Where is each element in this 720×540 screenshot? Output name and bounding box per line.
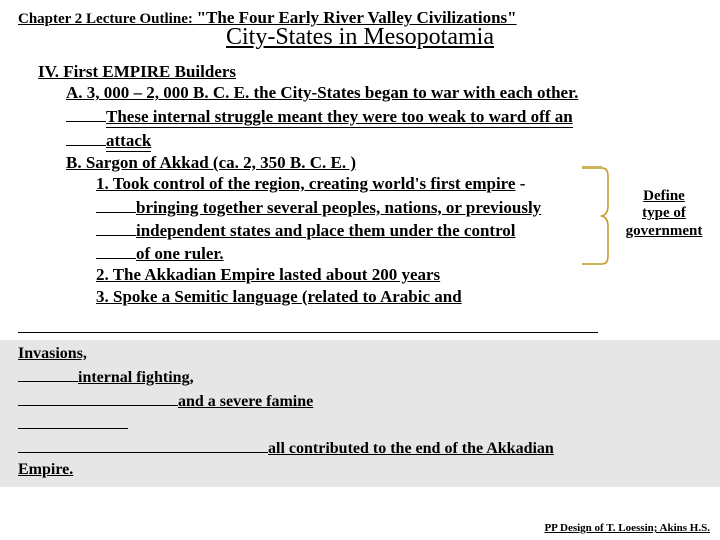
separator-line xyxy=(18,332,598,333)
outline-a2a: These internal struggle meant they were … xyxy=(66,104,702,128)
outline-n1c: independent states and place them under … xyxy=(96,218,702,241)
footer-credit: PP Design of T. Loessin; Akins H.S. xyxy=(544,522,710,534)
gray-l1: Invasions, xyxy=(18,344,702,365)
define-box: Define type of government xyxy=(618,188,710,240)
brace-icon xyxy=(580,166,610,266)
outline-iv: IV. First EMPIRE Builders xyxy=(38,61,702,82)
summary-box: Invasions, internal fighting, and a seve… xyxy=(0,340,720,487)
outline-n3: 3. Spoke a Semitic language (related to … xyxy=(96,286,702,307)
define-l2: type of xyxy=(618,205,710,222)
page-title: City-States in Mesopotamia xyxy=(18,24,702,51)
outline-n1b: bringing together several peoples, natio… xyxy=(96,195,702,218)
gray-l4: all contributed to the end of the Akkadi… xyxy=(18,436,702,460)
outline-a1: A. 3, 000 – 2, 000 B. C. E. the City-Sta… xyxy=(66,82,702,103)
define-l1: Define xyxy=(618,188,710,205)
gray-l5: Empire. xyxy=(18,460,702,481)
gray-blank xyxy=(18,412,702,436)
define-l3: government xyxy=(618,223,710,240)
page: Chapter 2 Lecture Outline: "The Four Ear… xyxy=(0,0,720,307)
empire-word: empire xyxy=(465,174,516,193)
outline-n1a: 1. Took control of the region, creating … xyxy=(96,173,702,194)
gray-l3: and a severe famine xyxy=(18,389,702,413)
outline-n1d: of one ruler. xyxy=(96,241,702,264)
chapter-label: Chapter 2 Lecture Outline: xyxy=(18,11,193,27)
gray-l2: internal fighting, xyxy=(18,365,702,389)
outline-a2b: attack xyxy=(66,128,702,152)
outline-n2: 2. The Akkadian Empire lasted about 200 … xyxy=(96,264,702,285)
